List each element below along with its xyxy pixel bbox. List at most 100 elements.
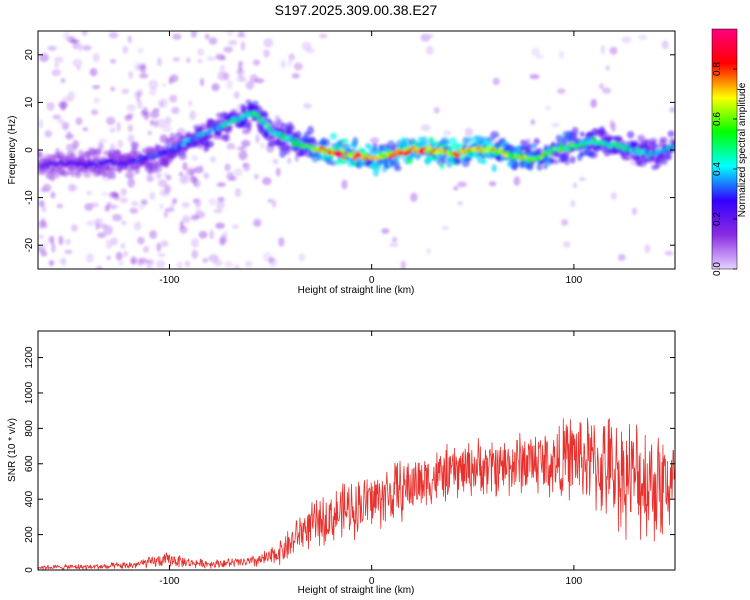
heatmap-cell (191, 249, 199, 259)
heatmap-cell (44, 130, 52, 138)
heatmap-cell (86, 220, 96, 226)
heatmap-cell (610, 192, 617, 200)
heatmap-cell (600, 44, 606, 55)
heatmap-cell (157, 57, 162, 67)
heatmap-cell (142, 106, 149, 117)
heatmap-cell (38, 149, 43, 158)
heatmap-cell (307, 125, 314, 135)
heatmap-cell (106, 116, 116, 126)
heatmap-cell (139, 159, 144, 164)
heatmap-cell (193, 179, 201, 188)
colorbar-label: Normalized spectral amplitude (737, 82, 748, 217)
heatmap-cell (155, 171, 162, 180)
heatmap-cell (293, 62, 303, 71)
heatmap-cell (664, 154, 673, 161)
heatmap-cell (661, 40, 669, 50)
heatmap-cell (126, 104, 136, 112)
heatmap-cell (219, 64, 226, 73)
heatmap-cell (550, 159, 560, 165)
heatmap-cell (84, 151, 91, 157)
heatmap-cell (110, 171, 116, 180)
x-tick-label: 100 (566, 576, 583, 587)
heatmap-cell (51, 69, 62, 77)
y-tick-label: 200 (24, 526, 35, 543)
heatmap-cell (557, 88, 566, 94)
spectrogram-heatmap (38, 31, 675, 269)
heatmap-cell (179, 220, 184, 230)
heatmap-cell (579, 131, 585, 137)
heatmap-cell (319, 33, 328, 39)
heatmap-cell (46, 102, 55, 111)
heatmap-cell (226, 31, 234, 37)
heatmap-cell (121, 88, 130, 95)
heatmap-cell (206, 55, 217, 62)
heatmap-cell (86, 190, 92, 196)
heatmap-cell (172, 57, 181, 62)
heatmap-cell (433, 106, 440, 114)
heatmap-cell (159, 98, 169, 108)
x-tick-label: 0 (369, 275, 375, 286)
heatmap-cell (190, 214, 199, 221)
heatmap-cell (137, 100, 143, 110)
heatmap-cell (213, 259, 223, 267)
heatmap-cell (140, 199, 148, 206)
heatmap-cell (75, 117, 83, 126)
heatmap-cell (223, 230, 228, 237)
heatmap-cell (352, 156, 358, 161)
heatmap-cell (58, 258, 67, 264)
heatmap-cell (64, 249, 73, 254)
heatmap-cell (296, 139, 301, 144)
y-tick-label: -10 (24, 190, 35, 205)
heatmap-cell (61, 121, 70, 131)
heatmap-cell (127, 161, 133, 166)
heatmap-cell (228, 39, 238, 46)
heatmap-cell (533, 138, 540, 145)
heatmap-cell (72, 58, 83, 68)
heatmap-cell (626, 143, 631, 148)
heatmap-cell (632, 207, 637, 215)
heatmap-cell (235, 69, 246, 75)
heatmap-cell (590, 98, 597, 108)
heatmap-cell (400, 260, 406, 269)
colorbar-tick-label: 0.4 (712, 162, 723, 176)
heatmap-cell (217, 196, 225, 203)
heatmap-cell (253, 173, 259, 180)
heatmap-cell (136, 257, 145, 267)
heatmap-cell (105, 239, 113, 250)
heatmap-cell (97, 142, 104, 151)
heatmap-cell (110, 86, 116, 92)
heatmap-cell (224, 163, 231, 172)
heatmap-cell (95, 222, 100, 230)
heatmap-cell (136, 93, 141, 103)
heatmap-cell (490, 131, 499, 139)
heatmap-cell (177, 145, 182, 150)
heatmap-cell (271, 199, 277, 208)
heatmap-cell (231, 224, 239, 230)
heatmap-cell (58, 101, 68, 109)
heatmap-cell (223, 72, 230, 81)
heatmap-cell (51, 172, 60, 179)
snr-series-line (38, 417, 675, 570)
heatmap-cell (130, 255, 138, 265)
y-tick-label: 0 (24, 147, 35, 153)
heatmap-cell (259, 142, 266, 149)
heatmap-cell (169, 94, 178, 103)
heatmap-cell (263, 38, 274, 48)
heatmap-cell (561, 219, 569, 226)
colorbar: 0.0 0.2 0.4 0.6 0.8 Normalized spectral ampl… (711, 28, 748, 276)
heatmap-cell (624, 152, 633, 161)
heatmap-cell (197, 58, 203, 64)
heatmap-cell (159, 134, 168, 144)
heatmap-cell (351, 139, 358, 149)
heatmap-cell (156, 242, 162, 252)
heatmap-cell (493, 147, 498, 152)
heatmap-cell (558, 50, 565, 59)
heatmap-cell (82, 45, 92, 51)
y-tick-label: 10 (24, 96, 35, 108)
spectrogram-y-ticks: -20 -10 0 10 20 (24, 49, 675, 252)
heatmap-cell (242, 163, 248, 168)
heatmap-cell (143, 246, 150, 253)
heatmap-cell (101, 191, 109, 197)
heatmap-cell (487, 145, 492, 150)
heatmap-cell (223, 46, 233, 53)
